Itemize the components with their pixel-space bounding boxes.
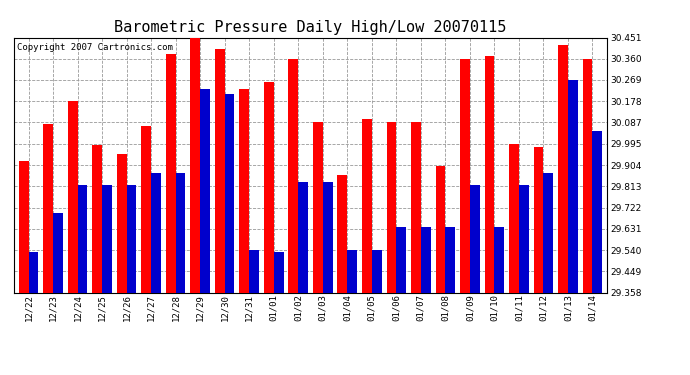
Bar <box>200 89 210 292</box>
Bar <box>435 166 445 292</box>
Bar <box>337 176 347 292</box>
Bar <box>274 252 284 292</box>
Title: Barometric Pressure Daily High/Low 20070115: Barometric Pressure Daily High/Low 20070… <box>115 20 506 35</box>
Bar <box>68 101 77 292</box>
Bar <box>495 227 504 292</box>
Bar <box>347 250 357 292</box>
Bar <box>215 50 225 292</box>
Bar <box>558 45 568 292</box>
Bar <box>396 227 406 292</box>
Bar <box>77 185 88 292</box>
Bar <box>190 38 200 292</box>
Bar <box>323 182 333 292</box>
Bar <box>568 80 578 292</box>
Bar <box>411 122 421 292</box>
Bar <box>313 122 323 292</box>
Bar <box>460 59 470 292</box>
Bar <box>166 54 176 292</box>
Bar <box>126 185 137 292</box>
Bar <box>484 56 495 292</box>
Bar <box>509 144 519 292</box>
Bar <box>533 147 544 292</box>
Bar <box>102 185 112 292</box>
Bar <box>117 154 126 292</box>
Bar <box>225 94 235 292</box>
Bar <box>43 124 53 292</box>
Bar <box>92 145 102 292</box>
Bar <box>288 59 298 292</box>
Bar <box>544 173 553 292</box>
Bar <box>445 227 455 292</box>
Bar <box>470 185 480 292</box>
Bar <box>19 161 28 292</box>
Bar <box>264 82 274 292</box>
Bar <box>421 227 431 292</box>
Bar <box>582 59 593 292</box>
Bar <box>141 126 151 292</box>
Bar <box>519 185 529 292</box>
Bar <box>362 119 372 292</box>
Bar <box>151 173 161 292</box>
Bar <box>28 252 39 292</box>
Bar <box>298 182 308 292</box>
Bar <box>249 250 259 292</box>
Text: Copyright 2007 Cartronics.com: Copyright 2007 Cartronics.com <box>17 43 172 52</box>
Bar <box>176 173 186 292</box>
Bar <box>593 131 602 292</box>
Bar <box>239 89 249 292</box>
Bar <box>372 250 382 292</box>
Bar <box>386 122 396 292</box>
Bar <box>53 213 63 292</box>
